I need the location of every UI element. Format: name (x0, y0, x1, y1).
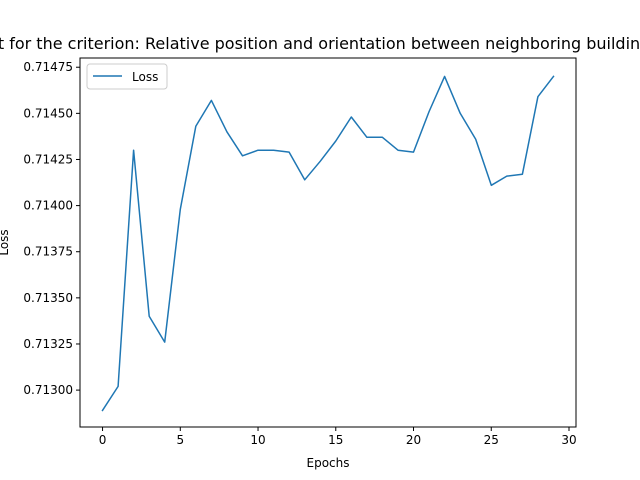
y-tick-label: 0.71325 (23, 337, 73, 351)
x-tick-label: 20 (406, 433, 421, 447)
x-axis-ticks: 0 5 10 15 20 25 30 (99, 427, 577, 447)
legend: Loss (86, 63, 168, 90)
y-tick-label: 0.71375 (23, 245, 73, 259)
y-tick-label: 0.71425 (23, 152, 73, 166)
x-tick-label: 10 (250, 433, 265, 447)
x-tick-label: 5 (176, 433, 184, 447)
y-tick-label: 0.71450 (23, 106, 73, 120)
x-tick-label: 0 (99, 433, 107, 447)
x-tick-label: 30 (561, 433, 576, 447)
y-axis-ticks: 0.71300 0.71325 0.71350 0.71375 0.71400 0.714… (23, 60, 80, 397)
legend-label-loss: Loss (132, 70, 158, 84)
series-line-loss (101, 75, 555, 412)
series-group (101, 75, 555, 412)
y-tick-label: 0.71475 (23, 60, 73, 74)
y-tick-label: 0.71350 (23, 291, 73, 305)
x-tick-label: 15 (328, 433, 343, 447)
chart-title: Loss Plot for the criterion: Relative po… (0, 34, 640, 53)
y-axis-label: Loss (0, 229, 11, 255)
y-tick-label: 0.71400 (23, 199, 73, 213)
y-tick-label: 0.71300 (23, 383, 73, 397)
plot-frame (79, 57, 577, 428)
legend-box (86, 63, 168, 90)
x-tick-label: 25 (484, 433, 499, 447)
x-axis-label: Epochs (307, 456, 350, 470)
